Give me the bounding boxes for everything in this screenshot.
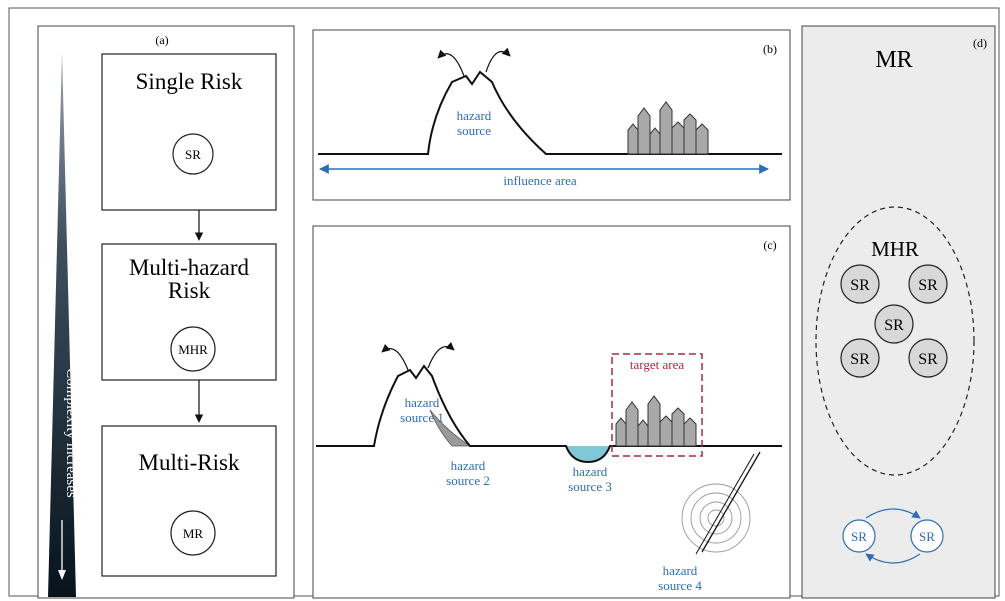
sr-label-d5: SR [918,351,938,368]
sr-circle-d3 [874,304,914,344]
landslide-wedge [429,409,472,447]
hazard-4-line2: source 4 [658,578,702,593]
mr-circle [170,510,216,556]
sr-label-d2: SR [918,277,938,294]
earthquake-waves [681,483,751,553]
hazard-4-line1: hazard [663,563,698,578]
cycle-arrow-top [865,508,921,519]
sr-circle [172,133,214,175]
hazard-3-line1: hazard [573,464,608,479]
panel-c-frame [312,225,791,599]
sr-interaction-cycle: SR SR [842,508,944,564]
target-area-label: target area [630,357,684,372]
sr-label-d4: SR [850,351,870,368]
single-risk-box [101,53,277,211]
panel-a-label: (a) [155,33,168,47]
sr-circle-d2 [908,264,948,304]
eruption-arrow-left-c [381,343,409,371]
mhr-title: MHR [871,237,919,261]
panel-b-label: (b) [763,42,777,56]
eruption-arrow-right-c [427,341,455,369]
terrain-profile [316,364,782,464]
panel-d: (d) MR MHR SR SR SR SR SR SR SR [801,25,996,599]
sr-circle-d4 [840,338,880,378]
influence-area-label: influence area [503,173,576,188]
single-risk-title: Single Risk [136,69,243,94]
mr-circle-label: MR [183,526,204,541]
multi-hazard-title-line1: Multi-hazard [129,255,250,280]
sr-label-d3: SR [884,317,904,334]
complexity-arrow-head [58,570,66,580]
hazard-2-line1: hazard [451,458,486,473]
lake [566,446,610,462]
city-buildings [627,101,709,155]
panel-a: (a) Complexity increases Single Risk SR … [37,25,295,599]
fault-line-2 [695,453,755,555]
eruption-arrow-left [437,49,465,77]
mr-title: MR [875,47,912,73]
target-buildings [615,395,697,447]
complexity-label: Complexity increases [63,368,79,498]
sr-circle-d1 [840,264,880,304]
hazard-3-line2: source 3 [568,479,612,494]
complexity-triangle [48,52,76,597]
sr-circle-d5 [908,338,948,378]
hazard-1-line2: source 1 [400,410,444,425]
cycle-sr-right [910,519,944,553]
hazard-source-line1: hazard [457,108,492,123]
cycle-sr-right-label: SR [919,529,935,544]
eruption-arrow-right [485,47,511,73]
cycle-sr-left [842,519,876,553]
mhr-circle-label: MHR [178,342,208,357]
sr-cluster: SR SR SR SR SR [840,264,948,378]
volcano-profile [318,70,782,155]
fault-line [701,451,761,553]
multi-risk-title: Multi-Risk [139,450,240,475]
target-area-box [611,353,703,457]
multi-hazard-title-line2: Risk [168,278,211,303]
sr-circle-label: SR [185,147,201,162]
cycle-arrow-bottom [865,553,921,564]
panel-b: (b) hazard source influence area [312,29,791,201]
mhr-ellipse [815,206,975,476]
panel-c-label: (c) [763,238,776,252]
hazard-1-line1: hazard [405,395,440,410]
mhr-circle [170,326,216,372]
sr-label-d1: SR [850,277,870,294]
cycle-sr-left-label: SR [851,529,867,544]
panel-d-label: (d) [973,36,987,50]
panel-c: (c) hazard source 1 hazard source 2 haza… [312,225,791,599]
hazard-source-line2: source [457,123,491,138]
hazard-2-line2: source 2 [446,473,490,488]
